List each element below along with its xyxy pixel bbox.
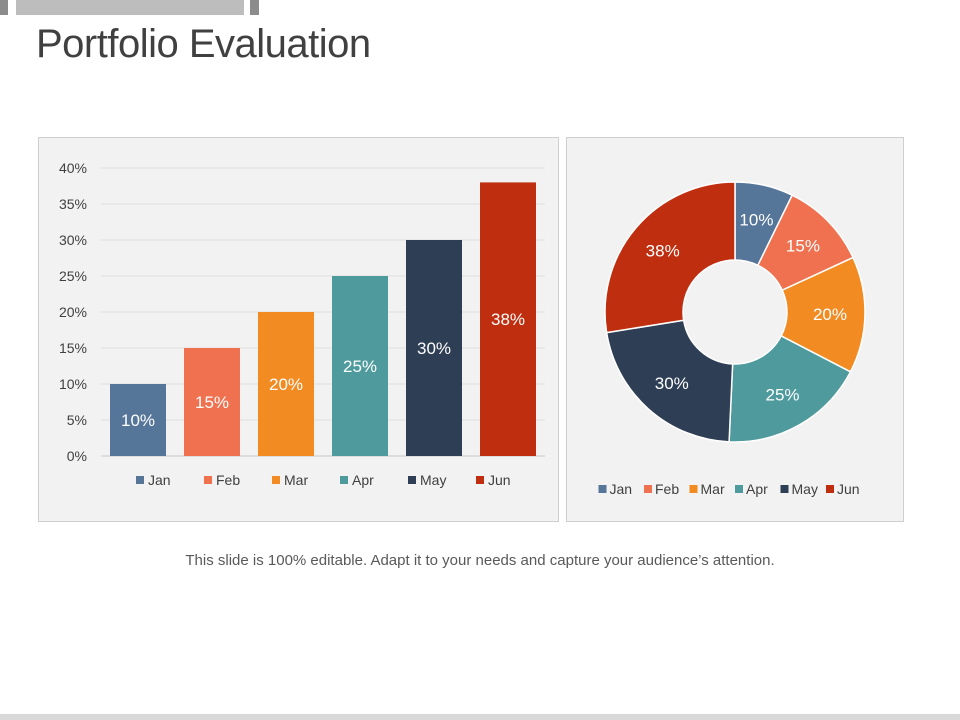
legend-swatch-feb — [644, 485, 652, 493]
slice-may — [605, 319, 734, 443]
slice-apr — [728, 334, 852, 443]
legend-label: Feb — [216, 472, 240, 488]
legend-label: Mar — [284, 472, 308, 488]
slice-data-label: 38% — [646, 241, 680, 260]
y-tick-label: 5% — [67, 412, 87, 428]
legend-label: Jan — [610, 481, 633, 497]
top-accent-bar-center — [16, 0, 244, 15]
legend-label: Apr — [746, 481, 768, 497]
legend-swatch-jan — [136, 476, 144, 484]
slice-data-label: 10% — [739, 210, 773, 229]
y-tick-label: 20% — [59, 304, 87, 320]
slice-data-label: 15% — [786, 237, 820, 256]
y-tick-label: 0% — [67, 448, 87, 464]
y-tick-label: 15% — [59, 340, 87, 356]
slice-mar — [780, 256, 866, 373]
y-tick-label: 10% — [59, 376, 87, 392]
y-tick-label: 25% — [59, 268, 87, 284]
bar-mar — [258, 312, 314, 456]
legend-swatch-mar — [689, 485, 698, 493]
legend-swatch-jun — [826, 485, 834, 493]
legend-swatch-jun — [476, 476, 484, 484]
legend-swatch-feb — [204, 476, 212, 484]
slice-data-label: 20% — [813, 305, 847, 324]
legend-label: May — [792, 481, 818, 497]
y-tick-label: 40% — [59, 160, 87, 176]
bar-data-label: 10% — [121, 411, 155, 430]
bar-apr — [332, 276, 388, 456]
bar-jan — [110, 384, 166, 456]
legend-swatch-jan — [598, 485, 607, 493]
legend-swatch-apr — [340, 476, 348, 484]
legend-label: May — [420, 472, 446, 488]
bar-data-label: 25% — [343, 357, 377, 376]
legend-label: Feb — [655, 481, 679, 497]
legend-label: Mar — [701, 481, 725, 497]
bar-jun — [480, 182, 536, 456]
legend-label: Jun — [837, 481, 860, 497]
legend-label: Jun — [488, 472, 511, 488]
bar-data-label: 20% — [269, 375, 303, 394]
slide-caption: This slide is 100% editable. Adapt it to… — [185, 552, 775, 569]
bar-chart: 0% 5% 10% 15% 20% 25% 30% 35% 40% 10% 15% 20% 25% 30%… — [59, 160, 545, 488]
slide-title: Portfolio Evaluation — [36, 22, 371, 66]
top-accent-bar-right — [250, 0, 259, 15]
y-tick-label: 30% — [59, 232, 87, 248]
y-tick-label: 35% — [59, 196, 87, 212]
donut-chart: 10% 15% 20% 25% 30% 38% Jan Feb Mar Apr May Jun — [598, 181, 866, 497]
legend-label: Jan — [148, 472, 171, 488]
legend-swatch-may — [408, 476, 416, 484]
slice-data-label: 30% — [655, 374, 689, 393]
bottom-accent-bar — [0, 714, 960, 720]
slice-data-label: 25% — [765, 385, 799, 404]
bar-data-label: 30% — [417, 339, 451, 358]
bar-data-label: 38% — [491, 310, 525, 329]
legend-swatch-mar — [272, 476, 280, 484]
bar-chart-panel: 0% 5% 10% 15% 20% 25% 30% 35% 40% 10% 15% 20% 25% 30%… — [38, 137, 559, 522]
slice-jun — [604, 181, 736, 334]
legend-label: Apr — [352, 472, 374, 488]
bar-may — [406, 240, 462, 456]
legend-swatch-apr — [735, 485, 743, 493]
donut-chart-panel: 10% 15% 20% 25% 30% 38% Jan Feb Mar Apr May Jun — [566, 137, 904, 522]
bar-feb — [184, 348, 240, 456]
bar-data-label: 15% — [195, 393, 229, 412]
top-accent-bar-left — [0, 0, 8, 15]
legend-swatch-may — [780, 485, 789, 493]
